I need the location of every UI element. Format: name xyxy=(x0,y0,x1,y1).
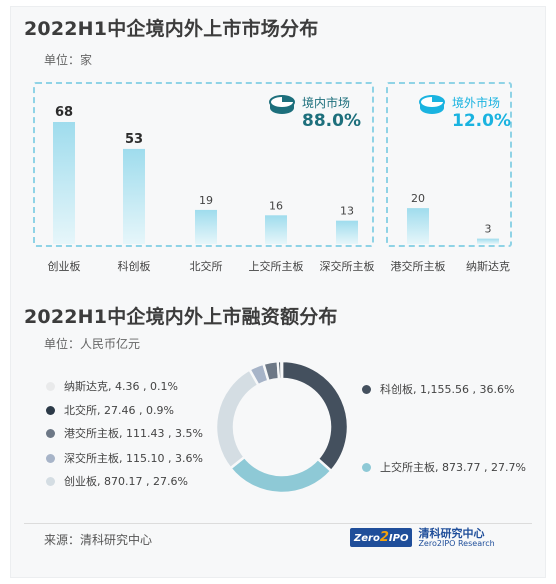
domestic-share-block: 境内市场 88.0% xyxy=(268,94,361,131)
logo-badge: Zero2IPO xyxy=(350,528,413,548)
bar-value-label: 68 xyxy=(55,105,73,120)
overseas-market-box xyxy=(386,82,512,247)
bar-value-label: 53 xyxy=(125,132,143,147)
legend-item: 北交所, 27.46 , 0.9% xyxy=(46,402,174,418)
zero2ipo-logo: Zero2IPO 清科研究中心 Zero2IPO Research xyxy=(350,528,495,548)
bar-value-label: 13 xyxy=(340,205,354,218)
bar xyxy=(123,148,145,244)
bar-value-label: 20 xyxy=(411,192,425,205)
legend-item: 上交所主板, 873.77 , 27.7% xyxy=(362,459,526,475)
legend-dot xyxy=(46,453,55,463)
bar-category-label: 深交所主板 xyxy=(320,259,375,273)
bar xyxy=(407,208,429,244)
legend-label: 上交所主板, 873.77 , 27.7% xyxy=(380,461,526,474)
legend-dot xyxy=(362,462,371,472)
legend-label: 科创板, 1,155.56 , 36.6% xyxy=(380,383,515,396)
pie-chart-title: 2022H1中企境内外上市融资额分布 xyxy=(24,306,338,328)
logo-en-text: Zero2IPO Research xyxy=(418,538,495,548)
bar-chart: 68 创业板 53 科创板 19 北交所 16 上交所主板 13 深交所主板 20 港交所主板 3 纳斯达… xyxy=(48,105,511,273)
legend-item: 创业板, 870.17 , 27.6% xyxy=(46,473,188,489)
legend-item: 港交所主板, 111.43 , 3.5% xyxy=(46,425,203,441)
bar-category-label: 纳斯达克 xyxy=(466,260,510,273)
legend-item: 深交所主板, 115.10 , 3.6% xyxy=(46,450,203,466)
overseas-percent: 12.0% xyxy=(452,111,511,131)
donut-slice xyxy=(214,367,261,470)
bar xyxy=(195,209,217,244)
donut-slice xyxy=(280,359,284,381)
legend-dot xyxy=(46,428,55,438)
legend-dot xyxy=(46,381,55,391)
bar xyxy=(336,220,358,244)
legend-dot xyxy=(362,384,371,394)
bar-chart-unit: 单位：家 xyxy=(44,53,93,67)
bar-category-label: 科创板 xyxy=(118,259,151,273)
bar xyxy=(477,238,499,244)
bar-value-label: 3 xyxy=(485,223,492,236)
bar xyxy=(265,215,287,244)
legend-label: 创业板, 870.17 , 27.6% xyxy=(64,475,188,488)
legend-label: 深交所主板, 115.10 , 3.6% xyxy=(64,452,203,465)
bar-value-label: 16 xyxy=(269,199,283,212)
legend-dot xyxy=(46,405,55,415)
legend-label: 北交所, 27.46 , 0.9% xyxy=(64,404,174,417)
donut-slice xyxy=(228,455,334,495)
bar-category-label: 港交所主板 xyxy=(391,259,446,273)
domestic-percent: 88.0% xyxy=(302,111,361,131)
domestic-label: 境内市场 xyxy=(302,96,351,110)
legend-dot xyxy=(46,476,55,486)
pie-chart-icon xyxy=(419,95,445,114)
logo-cn-text: 清科研究中心 xyxy=(418,527,485,540)
bar-category-label: 上交所主板 xyxy=(249,259,304,273)
pie-chart-unit: 单位：人民币亿元 xyxy=(44,337,141,351)
overseas-share-block: 境外市场 12.0% xyxy=(418,94,511,131)
bar-chart-title: 2022H1中企境内外上市市场分布 xyxy=(24,18,319,40)
legend-label: 纳斯达克, 4.36 , 0.1% xyxy=(64,380,178,393)
pie-chart-icon xyxy=(269,95,295,114)
footer-divider xyxy=(24,523,532,524)
bar-category-label: 创业板 xyxy=(48,259,81,273)
donut-slice xyxy=(280,359,350,473)
legend-item: 科创板, 1,155.56 , 36.6% xyxy=(362,381,514,397)
bar-category-label: 北交所 xyxy=(190,259,223,273)
domestic-market-box xyxy=(33,82,374,247)
legend-item: 纳斯达克, 4.36 , 0.1% xyxy=(46,378,178,394)
bar xyxy=(53,122,75,244)
bar-value-label: 19 xyxy=(199,194,213,207)
source-note: 来源：清科研究中心 xyxy=(44,533,153,547)
overseas-label: 境外市场 xyxy=(452,96,501,110)
legend-label: 港交所主板, 111.43 , 3.5% xyxy=(64,427,203,440)
